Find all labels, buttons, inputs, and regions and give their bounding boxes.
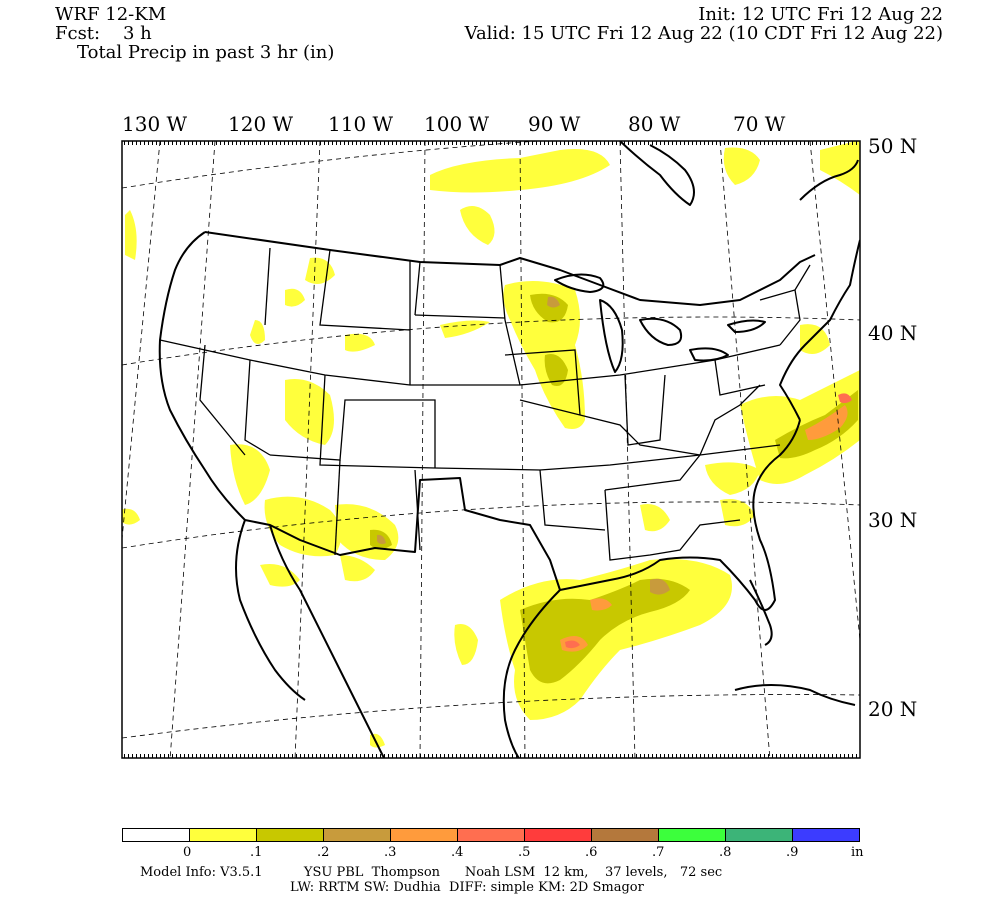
frame-ticks-bottom (122, 754, 860, 758)
lon-label-70w: 70 W (733, 112, 786, 136)
legend-label: .6 (585, 845, 598, 860)
legend-swatch (658, 828, 726, 842)
lat-label-20n: 20 N (868, 697, 918, 721)
legend-swatch (256, 828, 324, 842)
legend-label: .1 (250, 845, 263, 860)
lon-label-110w: 110 W (328, 112, 394, 136)
legend-swatch (457, 828, 525, 842)
valid-time: Valid: 15 UTC Fri 12 Aug 22 (10 CDT Fri … (464, 23, 943, 44)
init-time: Init: 12 UTC Fri 12 Aug 22 (698, 4, 943, 25)
lat-label-50n: 50 N (868, 134, 918, 158)
state-borders (159, 247, 811, 561)
lon-label-120w: 120 W (228, 112, 294, 136)
legend-swatch (189, 828, 257, 842)
lat-label-30n: 30 N (868, 508, 918, 532)
map-frame (121, 140, 861, 759)
coastlines (158, 141, 860, 758)
legend-swatch (524, 828, 592, 842)
legend-label: .8 (719, 845, 732, 860)
legend-label: .3 (384, 845, 397, 860)
model-title: WRF 12-KM (55, 4, 167, 25)
legend-swatch (792, 828, 860, 842)
legend-label: .7 (652, 845, 665, 860)
lat-label-40n: 40 N (868, 321, 918, 345)
field-title: Total Precip in past 3 hr (in) (77, 42, 335, 63)
legend-swatch (390, 828, 458, 842)
legend-label: .2 (317, 845, 330, 860)
physics-info: LW: RRTM SW: Dudhia DIFF: simple KM: 2D … (290, 880, 644, 895)
lon-label-90w: 90 W (528, 112, 581, 136)
legend-swatch (591, 828, 659, 842)
lon-label-80w: 80 W (628, 112, 681, 136)
legend-label: .5 (518, 845, 531, 860)
precip-shading (122, 141, 860, 748)
lon-label-130w: 130 W (122, 112, 188, 136)
forecast-hour: Fcst: 3 h (55, 23, 152, 44)
legend-swatch (122, 828, 190, 842)
legend-swatch (323, 828, 391, 842)
legend-label: .4 (451, 845, 464, 860)
legend-label: .9 (786, 845, 799, 860)
lon-label-100w: 100 W (424, 112, 490, 136)
legend-label: 0 (183, 845, 192, 860)
legend-label: in (851, 845, 864, 860)
legend-swatch (725, 828, 793, 842)
model-info: Model Info: V3.5.1 YSU PBL Thompson Noah… (140, 865, 723, 880)
frame-ticks-top (122, 141, 860, 145)
